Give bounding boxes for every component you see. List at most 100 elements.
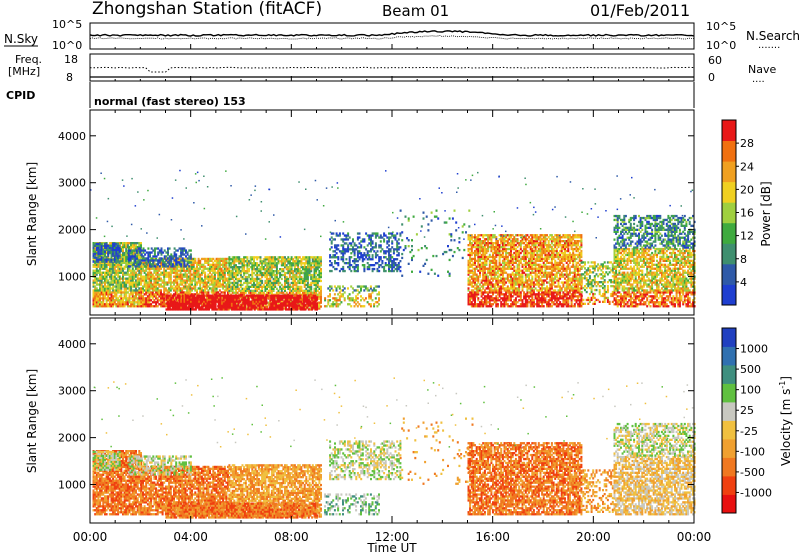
heatmap-cell <box>477 257 480 261</box>
heatmap-cell <box>316 262 319 265</box>
heatmap-cell <box>461 231 464 234</box>
heatmap-cell <box>404 247 407 250</box>
heatmap-cell <box>483 279 486 282</box>
heatmap-cell <box>115 271 118 274</box>
heatmap-cell <box>270 298 273 301</box>
heatmap-cell <box>207 293 210 296</box>
heatmap-cell <box>467 261 470 264</box>
heatmap-cell <box>500 236 503 239</box>
heatmap-cell <box>206 298 209 301</box>
heatmap-cell <box>472 257 475 261</box>
heatmap-cell <box>225 289 228 292</box>
heatmap-cell <box>143 269 146 272</box>
heatmap-cell <box>131 245 134 249</box>
heatmap-cell <box>284 285 286 288</box>
heatmap-cell <box>174 285 177 288</box>
heatmap-cell <box>201 298 204 301</box>
heatmap-cell <box>133 277 136 280</box>
heatmap-cell <box>500 281 503 284</box>
heatmap-cell <box>308 291 311 294</box>
heatmap-cell <box>115 293 118 296</box>
heatmap-cell <box>266 270 268 273</box>
heatmap-cell <box>256 283 259 287</box>
heatmap-cell <box>140 275 143 278</box>
heatmap-cell <box>389 256 392 259</box>
heatmap-cell <box>469 240 472 243</box>
heatmap-cell <box>308 262 311 265</box>
heatmap-cell <box>307 300 310 303</box>
heatmap-cell <box>225 261 228 264</box>
heatmap-cell <box>303 262 306 265</box>
heatmap-cell <box>500 245 503 249</box>
heatmap-cell <box>284 266 286 269</box>
heatmap-cell <box>474 242 476 245</box>
heatmap-cell <box>379 250 382 253</box>
heatmap-cell <box>125 301 128 304</box>
heatmap-cell <box>192 261 195 264</box>
heatmap-cell <box>287 283 290 287</box>
heatmap-cell <box>335 301 338 304</box>
heatmap-cell <box>183 298 186 301</box>
heatmap-cell <box>122 279 124 282</box>
heatmap-cell <box>401 223 404 226</box>
heatmap-cell <box>361 264 364 267</box>
heatmap-cell <box>475 249 478 253</box>
heatmap-cell <box>163 277 166 280</box>
heatmap-cell <box>146 265 149 268</box>
heatmap-cell <box>269 270 272 273</box>
heatmap-cell <box>156 283 159 286</box>
heatmap-cell <box>213 291 216 294</box>
heatmap-cell <box>350 285 353 288</box>
heatmap-cell <box>280 260 283 263</box>
heatmap-cell <box>474 240 476 243</box>
heatmap-cell <box>191 289 193 292</box>
heatmap-cell <box>136 301 139 304</box>
heatmap-cell <box>271 298 274 301</box>
heatmap-cell <box>143 283 146 286</box>
heatmap-cell <box>461 256 464 260</box>
heatmap-cell <box>371 264 374 267</box>
heatmap-cell <box>480 289 483 292</box>
heatmap-cell <box>394 236 397 239</box>
heatmap-cell <box>140 291 143 294</box>
heatmap-cell <box>388 250 390 253</box>
heatmap-cell <box>358 242 361 245</box>
heatmap-cell <box>302 308 305 311</box>
heatmap-cell <box>270 296 273 299</box>
heatmap-cell <box>306 256 309 259</box>
heatmap-cell <box>148 285 151 288</box>
heatmap-cell <box>196 298 199 301</box>
heatmap-cell <box>363 240 366 243</box>
heatmap-cell <box>100 263 103 266</box>
heatmap-cell <box>130 271 133 274</box>
heatmap-cell <box>482 234 485 237</box>
heatmap-cell <box>320 301 322 304</box>
heatmap-cell <box>250 308 253 311</box>
heatmap-cell <box>292 277 295 281</box>
heatmap-cell <box>190 306 192 309</box>
heatmap-cell <box>493 265 496 268</box>
heatmap-cell <box>102 245 105 249</box>
heatmap-cell <box>112 297 115 300</box>
heatmap-cell <box>238 283 241 287</box>
heatmap-cell <box>373 267 376 271</box>
heatmap-cell <box>320 273 322 277</box>
heatmap-cell <box>113 267 116 270</box>
heatmap-cell <box>343 262 346 265</box>
heatmap-cell <box>498 251 501 255</box>
heatmap-cell <box>487 257 490 261</box>
heatmap-cell <box>206 304 209 307</box>
heatmap-cell <box>175 298 178 301</box>
heatmap-cell <box>142 301 144 304</box>
heatmap-cell <box>475 247 478 251</box>
heatmap-cell <box>269 268 272 271</box>
heatmap-cell <box>399 209 402 212</box>
heatmap-cell <box>474 271 476 274</box>
heatmap-cell <box>303 275 306 279</box>
heatmap-cell <box>251 268 254 271</box>
heatmap-cell <box>181 283 184 286</box>
heatmap-cell <box>356 293 359 296</box>
heatmap-cell <box>490 245 493 249</box>
heatmap-cell <box>493 275 496 278</box>
heatmap-cell <box>268 308 271 311</box>
